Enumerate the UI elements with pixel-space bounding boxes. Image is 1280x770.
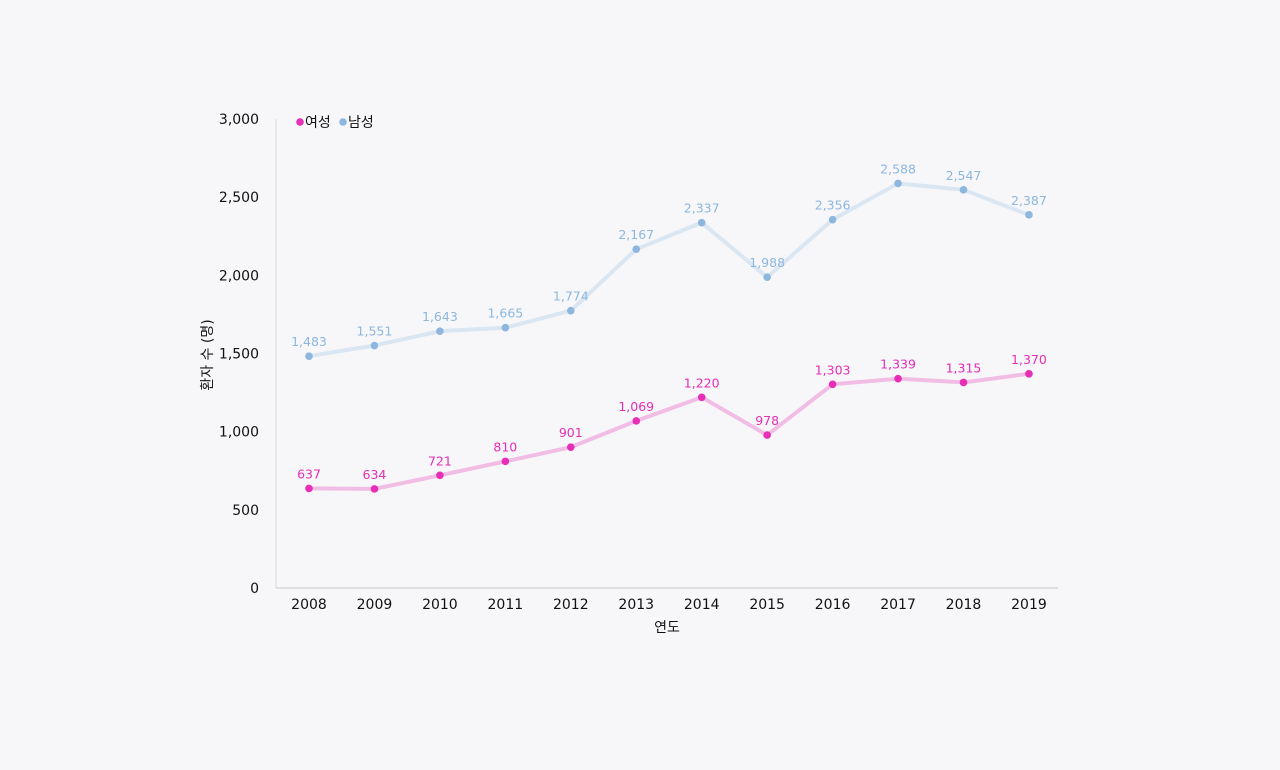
y-tick-label: 2,000	[219, 268, 259, 284]
y-tick-label: 500	[232, 503, 259, 519]
data-point	[763, 273, 771, 282]
x-tick-label: 2015	[749, 597, 785, 613]
data-label: 1,303	[815, 362, 851, 377]
data-point	[567, 306, 575, 315]
data-point	[567, 443, 575, 451]
x-tick-label: 2016	[815, 597, 851, 613]
series-2: 1,483 1,551 1,643 1,665 1,774 2,167 2,337 1,988…	[291, 161, 1047, 360]
data-point	[501, 457, 510, 466]
data-point	[436, 471, 444, 480]
x-axis-title: 연도	[654, 620, 680, 636]
data-label: 810	[493, 439, 517, 454]
legend-item: 남성	[339, 115, 374, 131]
data-label: 2,356	[815, 198, 851, 213]
x-tick-label: 2014	[684, 597, 720, 613]
data-label: 637	[297, 466, 321, 481]
data-label: 901	[559, 425, 583, 440]
data-label: 634	[363, 467, 387, 482]
data-point	[959, 186, 968, 194]
data-point	[828, 215, 837, 224]
y-tick-label: 2,500	[219, 190, 259, 206]
x-tick-label: 2012	[553, 597, 589, 613]
y-axis-title: 환자 수 (명)	[200, 319, 216, 390]
x-tick-label: 2008	[291, 597, 327, 613]
data-label: 1,551	[357, 324, 393, 339]
data-label: 1,665	[487, 306, 523, 321]
data-label: 978	[755, 413, 779, 428]
y-tick-label: 0	[250, 581, 259, 597]
y-tick-label: 1,000	[219, 425, 259, 441]
data-point	[1025, 211, 1033, 219]
data-point	[894, 179, 902, 188]
data-label: 1,069	[618, 399, 654, 414]
data-point	[436, 327, 444, 335]
data-label: 1,370	[1011, 352, 1047, 367]
data-label: 2,167	[618, 227, 654, 242]
data-point	[501, 323, 510, 332]
y-tick-label: 3,000	[219, 112, 259, 128]
data-point	[632, 245, 641, 254]
data-point	[697, 393, 706, 402]
series-1: 637 634 721 810 901 1,069 1,220 978 1,303 1,339 1,…	[297, 352, 1047, 493]
data-label: 2,387	[1011, 193, 1047, 208]
data-label: 1,339	[880, 357, 916, 372]
data-label: 2,588	[880, 161, 916, 176]
legend-label: 여성	[305, 115, 331, 131]
y-tick-labels: 0 500 1,000 1,500 2,000 2,500 3,000	[219, 112, 259, 597]
legend-marker	[296, 118, 304, 126]
x-tick-label: 2013	[618, 597, 654, 613]
data-point	[305, 484, 313, 493]
legend-item: 여성	[296, 115, 331, 131]
x-tick-label: 2017	[880, 597, 916, 613]
data-label: 2,547	[946, 168, 982, 183]
data-point	[763, 431, 771, 439]
data-label: 2,337	[684, 201, 720, 216]
data-point	[697, 218, 706, 227]
series-line	[307, 181, 1031, 359]
legend-label: 남성	[348, 115, 374, 131]
data-label: 1,643	[422, 309, 458, 324]
data-point	[370, 485, 379, 493]
x-tick-label: 2009	[357, 597, 393, 613]
data-point	[894, 374, 902, 383]
x-tick-label: 2010	[422, 597, 458, 613]
series-line	[307, 371, 1031, 491]
x-tick-label: 2018	[946, 597, 982, 613]
data-point	[370, 341, 379, 350]
data-label: 1,315	[946, 360, 982, 375]
data-label: 1,220	[684, 375, 720, 390]
legend-marker	[339, 118, 347, 126]
data-label: 1,988	[749, 255, 785, 270]
x-tick-labels: 2008 2009 2010 2011 2012 2013 2014 2015 2016 2017…	[291, 597, 1047, 613]
y-tick-label: 1,500	[219, 347, 259, 363]
data-point	[959, 378, 968, 387]
data-label: 1,774	[553, 289, 589, 304]
data-label: 721	[428, 453, 452, 468]
data-point	[1025, 370, 1033, 378]
data-point	[305, 352, 313, 360]
axes	[275, 119, 1058, 589]
data-point	[828, 380, 837, 389]
data-point	[632, 417, 641, 425]
x-tick-label: 2011	[488, 597, 524, 613]
data-label: 1,483	[291, 334, 327, 349]
legend: 여성 남성	[296, 115, 374, 131]
x-tick-label: 2019	[1011, 597, 1047, 613]
